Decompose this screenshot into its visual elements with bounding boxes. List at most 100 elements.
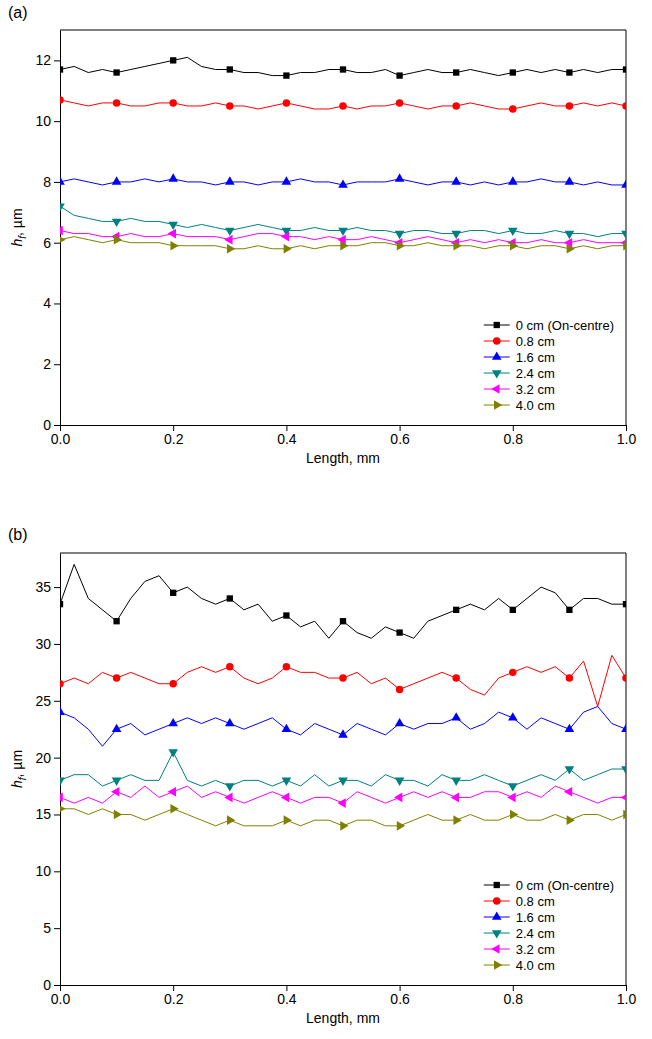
marker [60,176,65,184]
tick: 4 [43,295,60,311]
marker [620,793,626,803]
marker [226,102,233,109]
tick: 6 [43,235,60,251]
marker [395,778,405,786]
marker [510,241,518,251]
tick-mark [54,701,60,702]
legend-label: 0.8 cm [516,894,555,909]
tick-mark [54,121,60,122]
marker [451,176,461,184]
tick-label: 0.2 [164,431,184,447]
marker [114,810,122,820]
marker [451,793,459,803]
marker [509,105,516,112]
marker [113,674,120,681]
marker [227,244,235,254]
marker [225,176,235,184]
tick-label: 0.8 [504,991,524,1007]
tick-label: 30 [35,636,51,652]
marker [338,228,348,236]
marker [283,663,290,670]
marker [170,590,176,596]
marker [226,663,233,670]
marker [168,222,178,230]
marker [112,778,122,786]
tick-label: 0.8 [504,431,524,447]
tick-mark [54,182,60,183]
marker [621,179,626,187]
plot-frame [60,553,626,554]
marker [224,793,232,803]
legend-label: 4.0 cm [516,398,555,413]
legend-marker [493,897,500,904]
marker [338,179,348,187]
tick-label: 25 [35,693,51,709]
tick-mark [54,758,60,759]
tick-mark [54,928,60,929]
marker [622,102,626,109]
tick: 0.0 [51,985,71,1007]
tick-label: 0.4 [277,431,297,447]
legend-item: 1.6 cm [484,350,555,365]
marker [111,787,119,797]
tick: 35 [35,579,60,595]
x-axis-title: Length, mm [306,450,380,466]
marker [114,235,122,245]
marker [394,793,402,803]
marker [566,674,573,681]
marker [451,231,461,239]
tick: 30 [35,636,60,652]
marker [169,99,176,106]
marker [453,607,459,613]
marker [623,66,626,72]
tick-label: 2 [43,356,51,372]
marker [281,232,289,242]
legend-label: 3.2 cm [516,942,555,957]
legend-marker [492,370,502,378]
marker [225,718,235,726]
tick: 5 [43,920,60,936]
panel-label: (a) [8,4,28,21]
marker [168,173,178,181]
x-axis: 0.00.20.40.60.81.0 [51,425,637,447]
marker [510,69,516,75]
legend-item: 0 cm (On-centre) [484,318,614,333]
marker [60,680,64,687]
legend-item: 4.0 cm [484,398,555,413]
tick-label: 0.0 [51,991,71,1007]
tick: 25 [35,693,60,709]
legend-item: 3.2 cm [484,382,555,397]
marker [623,601,626,607]
tick-label: 10 [35,863,51,879]
tick-label: 0.6 [390,431,410,447]
marker [60,226,63,236]
legend-label: 3.2 cm [516,382,555,397]
marker [567,815,575,825]
tick-mark [54,364,60,365]
marker [396,99,403,106]
marker [621,724,626,732]
tick-label: 35 [35,579,51,595]
marker [282,778,292,786]
marker [112,219,122,227]
marker [452,674,459,681]
marker [340,66,346,72]
tick: 0.8 [504,985,524,1007]
marker [566,69,572,75]
marker [566,607,572,613]
legend-item: 1.6 cm [484,910,555,925]
tick: 0 [43,417,60,433]
marker [282,176,292,184]
legend-marker [493,337,500,344]
legend-marker [492,930,502,938]
y-axis-title: hf, µm [9,750,28,788]
marker [282,724,292,732]
marker [227,815,235,825]
marker [113,99,120,106]
marker [567,244,575,254]
marker [283,72,289,78]
tick-mark [54,60,60,61]
legend-label: 2.4 cm [516,366,555,381]
tick: 8 [43,174,60,190]
marker [168,787,176,797]
